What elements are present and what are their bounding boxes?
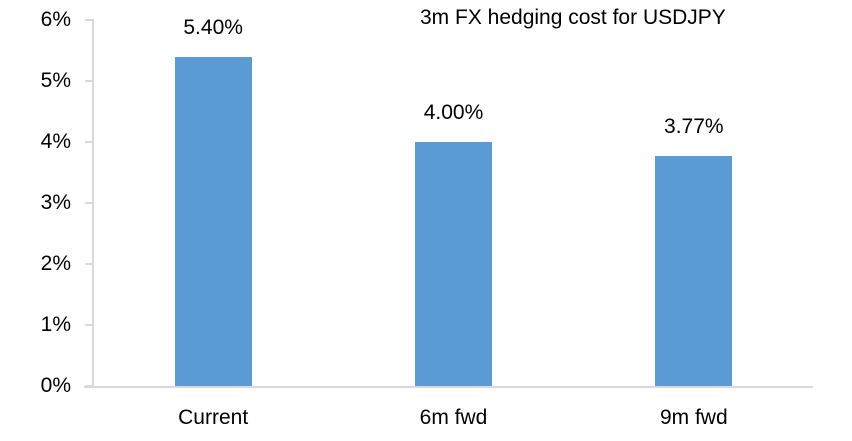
y-axis-tick xyxy=(85,80,93,82)
chart-title: 3m FX hedging cost for USDJPY xyxy=(420,6,726,29)
bar-data-label: 4.00% xyxy=(423,101,484,124)
y-axis-tick xyxy=(85,324,93,326)
y-axis-tick-label: 2% xyxy=(40,252,71,275)
bar-current xyxy=(174,56,252,386)
bar-6m-fwd xyxy=(414,142,492,386)
x-axis-line xyxy=(84,386,813,388)
y-axis-tick-label: 5% xyxy=(40,69,71,92)
bar-data-label: 3.77% xyxy=(664,115,724,139)
bar-data-label: 5.40% xyxy=(183,15,243,39)
y-axis-tick xyxy=(85,141,93,143)
y-axis-tick-label: 0% xyxy=(40,374,71,397)
x-axis-category-label: 6m fwd xyxy=(419,406,488,429)
y-axis-tick-label: 1% xyxy=(40,313,71,336)
y-axis-tick xyxy=(85,202,93,204)
x-axis-category-label: Current xyxy=(178,406,249,429)
y-axis-tick xyxy=(85,263,93,265)
y-axis-tick xyxy=(85,19,93,21)
y-axis-tick-label: 3% xyxy=(40,191,71,214)
y-axis-line xyxy=(92,19,94,387)
y-axis-tick-label: 6% xyxy=(40,8,71,31)
y-axis-tick-label: 4% xyxy=(40,130,71,153)
bar-9m-fwd xyxy=(655,156,733,386)
x-axis-category-label: 9m fwd xyxy=(659,406,728,429)
y-axis-tick xyxy=(85,385,93,387)
